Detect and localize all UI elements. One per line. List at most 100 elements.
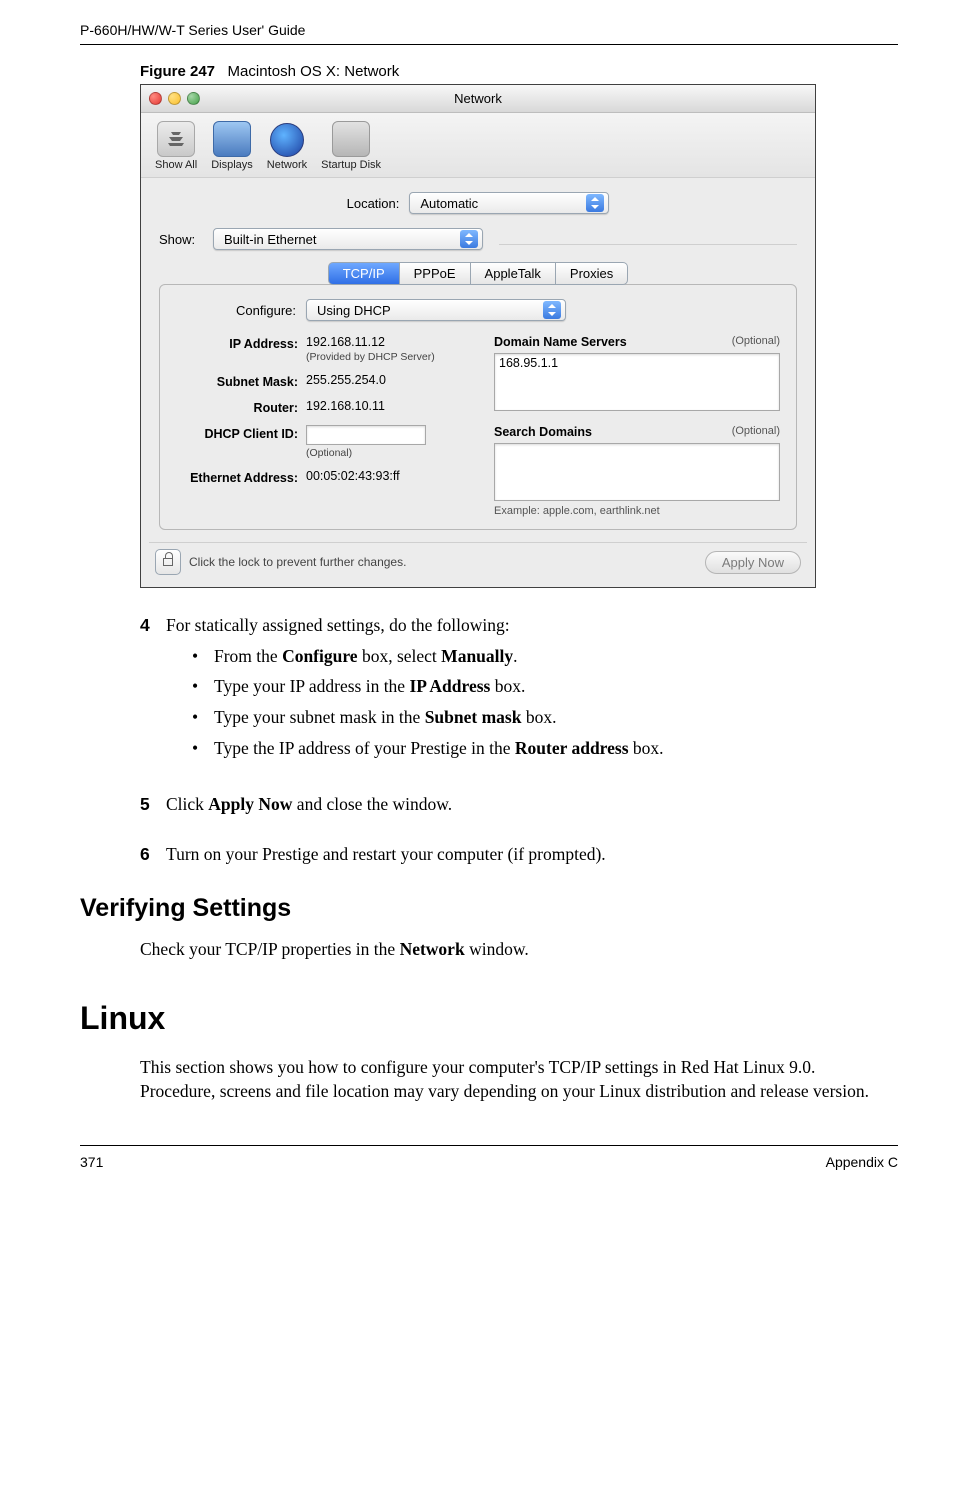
apply-now-button[interactable]: Apply Now bbox=[705, 551, 801, 574]
bullet-3: Type your subnet mask in the Subnet mask… bbox=[186, 706, 886, 730]
b1c: box, select bbox=[358, 646, 442, 666]
search-optional: (Optional) bbox=[732, 425, 780, 439]
verify-c: window. bbox=[465, 939, 529, 959]
verify-b: Network bbox=[400, 939, 465, 959]
window-toolbar: Show All Displays Network Startup Disk bbox=[141, 113, 815, 178]
bullet-2: Type your IP address in the IP Address b… bbox=[186, 675, 886, 699]
header-rule bbox=[80, 44, 898, 45]
b4a: Type the IP address of your Prestige in … bbox=[214, 738, 515, 758]
footer-appendix: Appendix C bbox=[826, 1154, 898, 1170]
ip-value-wrap: 192.168.11.12 (Provided by DHCP Server) bbox=[306, 335, 435, 363]
subnet-value: 255.255.254.0 bbox=[306, 373, 386, 387]
lock-text: Click the lock to prevent further change… bbox=[189, 555, 406, 569]
tcpip-left-col: IP Address: 192.168.11.12 (Provided by D… bbox=[176, 335, 476, 517]
figure-caption: Figure 247 Macintosh OS X: Network bbox=[140, 63, 978, 80]
toolbar-show-all[interactable]: Show All bbox=[155, 121, 197, 171]
b2b: IP Address bbox=[409, 676, 490, 696]
step-6-row: 6 Turn on your Prestige and restart your… bbox=[140, 843, 886, 867]
bullet-4: Type the IP address of your Prestige in … bbox=[186, 737, 886, 761]
tab-proxies[interactable]: Proxies bbox=[556, 262, 628, 285]
ip-row: IP Address: 192.168.11.12 (Provided by D… bbox=[176, 335, 476, 363]
dhcp-row: DHCP Client ID: (Optional) bbox=[176, 425, 476, 459]
configure-select[interactable]: Using DHCP bbox=[306, 299, 566, 321]
ip-label: IP Address: bbox=[176, 335, 306, 351]
bullet-1: From the Configure box, select Manually. bbox=[186, 645, 886, 669]
show-row: Show: Built-in Ethernet bbox=[159, 228, 797, 250]
eth-label: Ethernet Address: bbox=[176, 469, 306, 485]
router-value: 192.168.10.11 bbox=[306, 399, 385, 413]
lock-button[interactable] bbox=[155, 549, 181, 575]
heading-verifying: Verifying Settings bbox=[80, 894, 978, 923]
chevron-updown-icon bbox=[543, 301, 561, 319]
step-6: 6 Turn on your Prestige and restart your… bbox=[0, 817, 978, 867]
step-5-row: 5 Click Apply Now and close the window. bbox=[140, 793, 886, 817]
verify-para: Check your TCP/IP properties in the Netw… bbox=[140, 937, 886, 961]
search-header: Search Domains (Optional) bbox=[494, 425, 780, 439]
window-footer: Click the lock to prevent further change… bbox=[141, 543, 815, 587]
toolbar-show-all-label: Show All bbox=[155, 159, 197, 171]
window-title: Network bbox=[141, 91, 815, 106]
tab-pppoe[interactable]: PPPoE bbox=[400, 262, 471, 285]
tabset: TCP/IP PPPoE AppleTalk Proxies bbox=[159, 262, 797, 285]
configure-row: Configure: Using DHCP bbox=[176, 299, 780, 321]
page-header: P-660H/HW/W-T Series User' Guide bbox=[0, 0, 978, 38]
router-row: Router: 192.168.10.11 bbox=[176, 399, 476, 415]
displays-icon bbox=[213, 121, 251, 157]
show-select[interactable]: Built-in Ethernet bbox=[213, 228, 483, 250]
startup-disk-icon bbox=[332, 121, 370, 157]
configure-label: Configure: bbox=[176, 303, 296, 318]
subnet-row: Subnet Mask: 255.255.254.0 bbox=[176, 373, 476, 389]
show-label: Show: bbox=[159, 232, 203, 247]
toolbar-startup-disk[interactable]: Startup Disk bbox=[321, 121, 381, 171]
b4b: Router address bbox=[515, 738, 629, 758]
network-icon bbox=[270, 123, 304, 157]
verify-a: Check your TCP/IP properties in the bbox=[140, 939, 400, 959]
b4c: box. bbox=[629, 738, 664, 758]
s5c: and close the window. bbox=[292, 794, 452, 814]
search-label: Search Domains bbox=[494, 425, 592, 439]
step-4: 4 For statically assigned settings, do t… bbox=[0, 588, 978, 760]
tab-appletalk[interactable]: AppleTalk bbox=[471, 262, 556, 285]
toolbar-network[interactable]: Network bbox=[267, 123, 307, 171]
tcpip-grid: IP Address: 192.168.11.12 (Provided by D… bbox=[176, 335, 780, 517]
ip-value: 192.168.11.12 bbox=[306, 335, 385, 349]
show-value: Built-in Ethernet bbox=[224, 232, 317, 247]
subnet-label: Subnet Mask: bbox=[176, 373, 306, 389]
dhcp-note: (Optional) bbox=[306, 447, 352, 459]
location-row: Location: Automatic bbox=[159, 192, 797, 214]
step-6-text: Turn on your Prestige and restart your c… bbox=[166, 843, 886, 867]
ip-note: (Provided by DHCP Server) bbox=[306, 351, 435, 363]
footer-page-number: 371 bbox=[80, 1154, 103, 1170]
toolbar-displays[interactable]: Displays bbox=[211, 121, 253, 171]
step-5-num: 5 bbox=[140, 793, 166, 817]
router-label: Router: bbox=[176, 399, 306, 415]
dhcp-client-id-input[interactable] bbox=[306, 425, 426, 445]
step-4-row: 4 For statically assigned settings, do t… bbox=[140, 614, 886, 638]
heading-linux: Linux bbox=[80, 1000, 978, 1037]
toolbar-displays-label: Displays bbox=[211, 159, 253, 171]
search-domains-textbox[interactable] bbox=[494, 443, 780, 501]
configure-value: Using DHCP bbox=[317, 303, 391, 318]
dns-textbox[interactable]: 168.95.1.1 bbox=[494, 353, 780, 411]
chevron-updown-icon bbox=[460, 230, 478, 248]
b2a: Type your IP address in the bbox=[214, 676, 409, 696]
b1e: . bbox=[513, 646, 517, 666]
footer-rule bbox=[80, 1145, 898, 1146]
b1a: From the bbox=[214, 646, 282, 666]
eth-value: 00:05:02:43:93:ff bbox=[306, 469, 400, 483]
step-4-text: For statically assigned settings, do the… bbox=[166, 614, 886, 638]
step-4-num: 4 bbox=[140, 614, 166, 638]
dns-optional: (Optional) bbox=[732, 335, 780, 349]
figure-number: Figure 247 bbox=[140, 63, 215, 80]
lock-area[interactable]: Click the lock to prevent further change… bbox=[155, 549, 406, 575]
location-select[interactable]: Automatic bbox=[409, 192, 609, 214]
b3c: box. bbox=[521, 707, 556, 727]
show-divider bbox=[499, 244, 797, 245]
step-5: 5 Click Apply Now and close the window. bbox=[0, 767, 978, 817]
b1d: Manually bbox=[441, 646, 513, 666]
dns-header: Domain Name Servers (Optional) bbox=[494, 335, 780, 349]
tab-tcpip[interactable]: TCP/IP bbox=[328, 262, 400, 285]
location-value: Automatic bbox=[420, 196, 478, 211]
example-text: Example: apple.com, earthlink.net bbox=[494, 505, 780, 517]
toolbar-startup-label: Startup Disk bbox=[321, 159, 381, 171]
